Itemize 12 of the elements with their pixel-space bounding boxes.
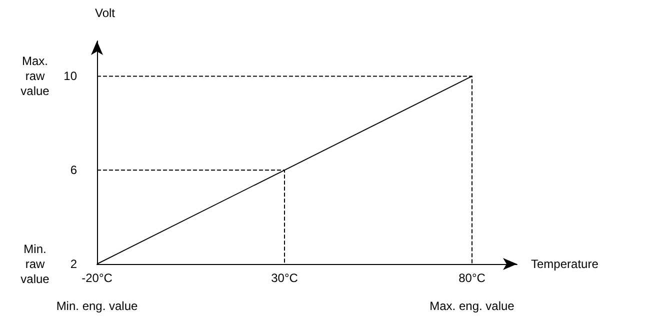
x-axis-title: Temperature: [531, 257, 599, 271]
x-tick-label: 30°C: [271, 271, 298, 285]
y-axis-title: Volt: [95, 6, 116, 20]
text: Min. raw value: [20, 242, 50, 286]
text: Max. raw value: [20, 54, 50, 98]
text: Max. eng. value: [430, 299, 515, 313]
text: Min. eng. value: [56, 299, 138, 313]
x-tick-label: -20°C: [82, 271, 113, 285]
y-tick-label: 10: [64, 69, 78, 84]
y-tick-label: 2: [70, 257, 78, 271]
y-tick-label: 6: [70, 163, 78, 178]
x-tick-label: 80°C: [458, 271, 486, 285]
